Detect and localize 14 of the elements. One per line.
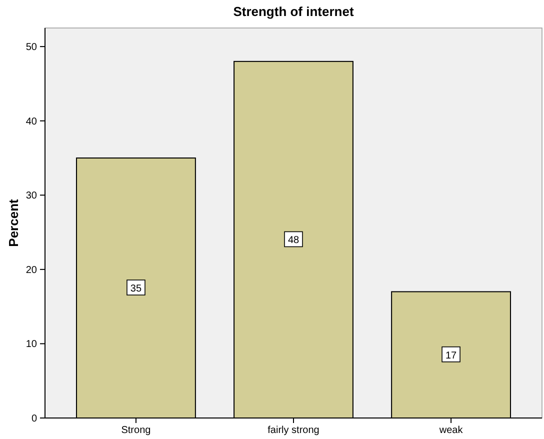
y-tick-label: 20 <box>26 264 38 276</box>
y-tick-label: 40 <box>26 116 38 128</box>
chart-title: Strength of internet <box>233 4 354 19</box>
y-axis-title: Percent <box>6 198 21 247</box>
x-tick-label: fairly strong <box>268 425 320 436</box>
y-tick-label: 50 <box>26 42 38 54</box>
x-tick-label: weak <box>438 425 464 436</box>
y-tick-label: 30 <box>26 190 38 202</box>
data-label: 35 <box>130 284 142 294</box>
data-label: 48 <box>288 235 300 246</box>
x-tick-label: Strong <box>121 425 151 436</box>
y-tick-label: 10 <box>26 339 38 350</box>
y-tick-label: 0 <box>31 414 38 424</box>
data-label: 17 <box>445 350 458 362</box>
